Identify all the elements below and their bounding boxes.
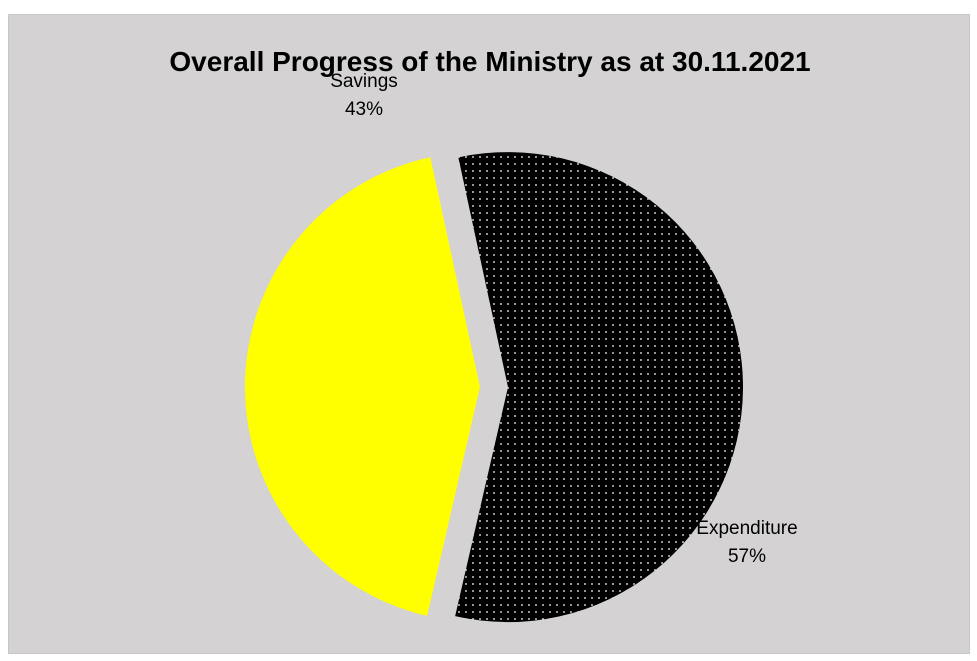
pie-chart: Overall Progress of the Ministry as at 3…	[169, 46, 811, 623]
slice-label-expenditure: Expenditure	[696, 518, 797, 539]
pie-slices	[245, 152, 743, 623]
pie-slice-savings	[245, 157, 481, 616]
chart-title: Overall Progress of the Ministry as at 3…	[169, 46, 810, 77]
slice-percent-savings: 43%	[345, 99, 383, 120]
pie-slice-expenditure	[455, 152, 743, 623]
chart-area: Overall Progress of the Ministry as at 3…	[8, 14, 970, 654]
slice-percent-expenditure: 57%	[728, 546, 766, 567]
pie-labels: Savings 43% Expenditure 57%	[330, 71, 798, 567]
slice-label-savings: Savings	[330, 71, 398, 92]
